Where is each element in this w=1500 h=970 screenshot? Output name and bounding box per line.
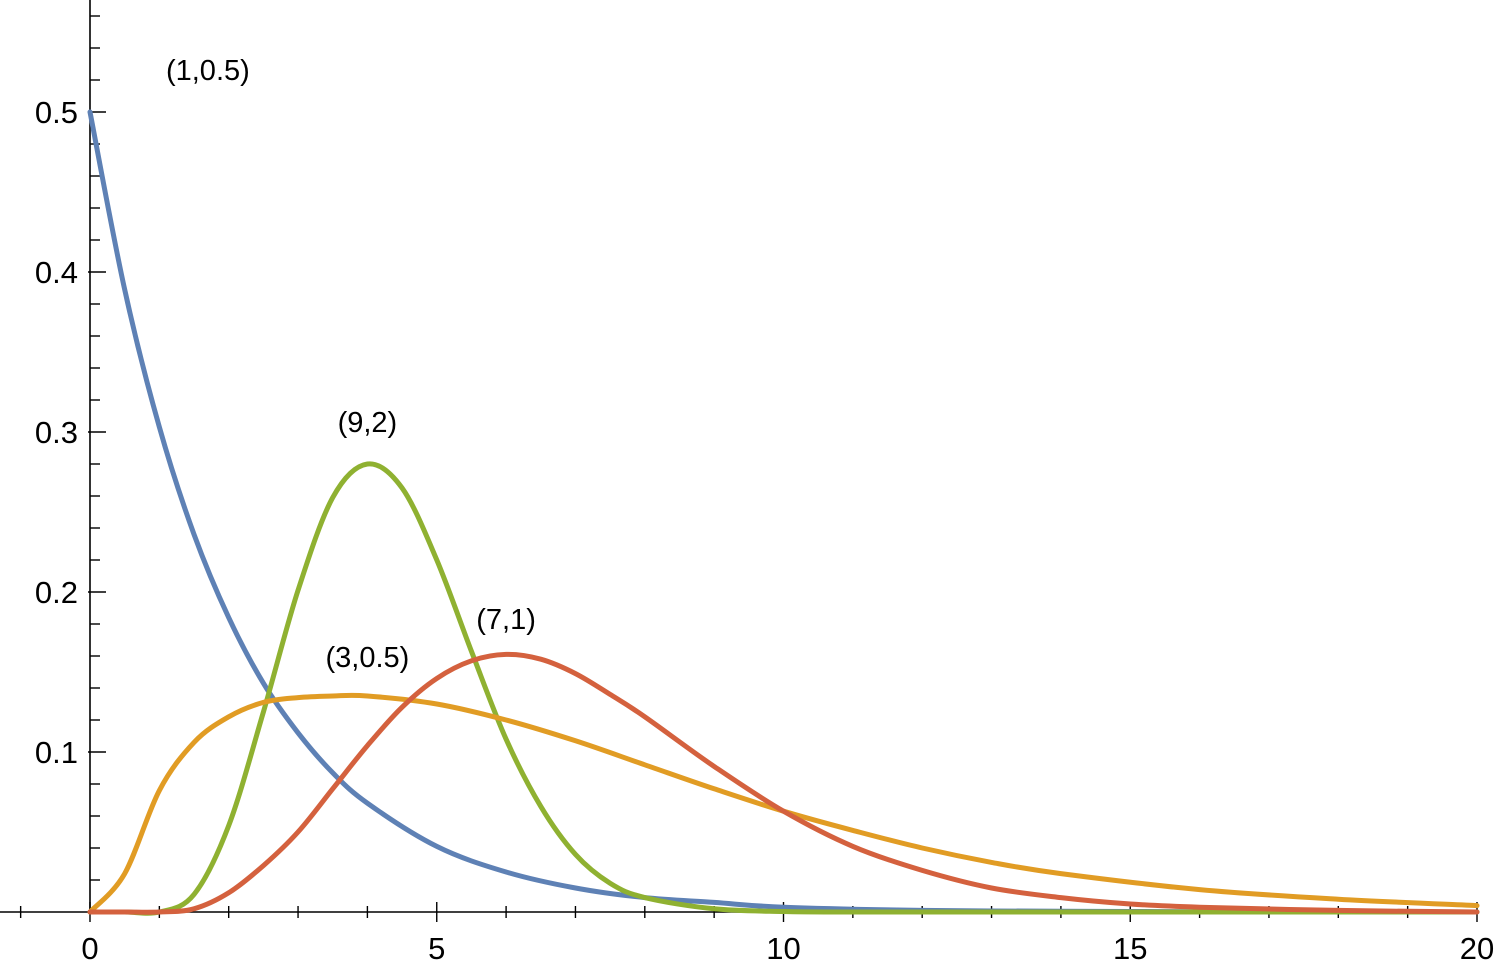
series-line-1	[87, 461, 1480, 916]
y-tick-label: 0.3	[35, 415, 78, 450]
y-tick-label: 0.2	[35, 575, 78, 610]
series-label-0: (1,0.5)	[166, 55, 250, 87]
x-tick-label: 0	[81, 931, 98, 966]
series-label-1: (9,2)	[338, 407, 398, 439]
x-tick-label: 5	[428, 931, 445, 966]
curve-labels: (1,0.5) (9,2) (3,0.5) (7,1)	[166, 55, 536, 674]
x-tick-label: 15	[1113, 931, 1147, 966]
curves	[87, 109, 1480, 916]
y-tick-label: 0.4	[35, 255, 78, 290]
series-line-3	[87, 651, 1480, 915]
x-tick-label: 10	[766, 931, 800, 966]
series-line-2	[87, 692, 1480, 915]
y-tick-label: 0.1	[35, 735, 78, 770]
series-line-0	[87, 109, 1480, 915]
series-label-3: (7,1)	[476, 604, 536, 636]
x-tick-label: 20	[1460, 931, 1494, 966]
series-label-2: (3,0.5)	[325, 642, 409, 674]
y-tick-label: 0.5	[35, 95, 78, 130]
